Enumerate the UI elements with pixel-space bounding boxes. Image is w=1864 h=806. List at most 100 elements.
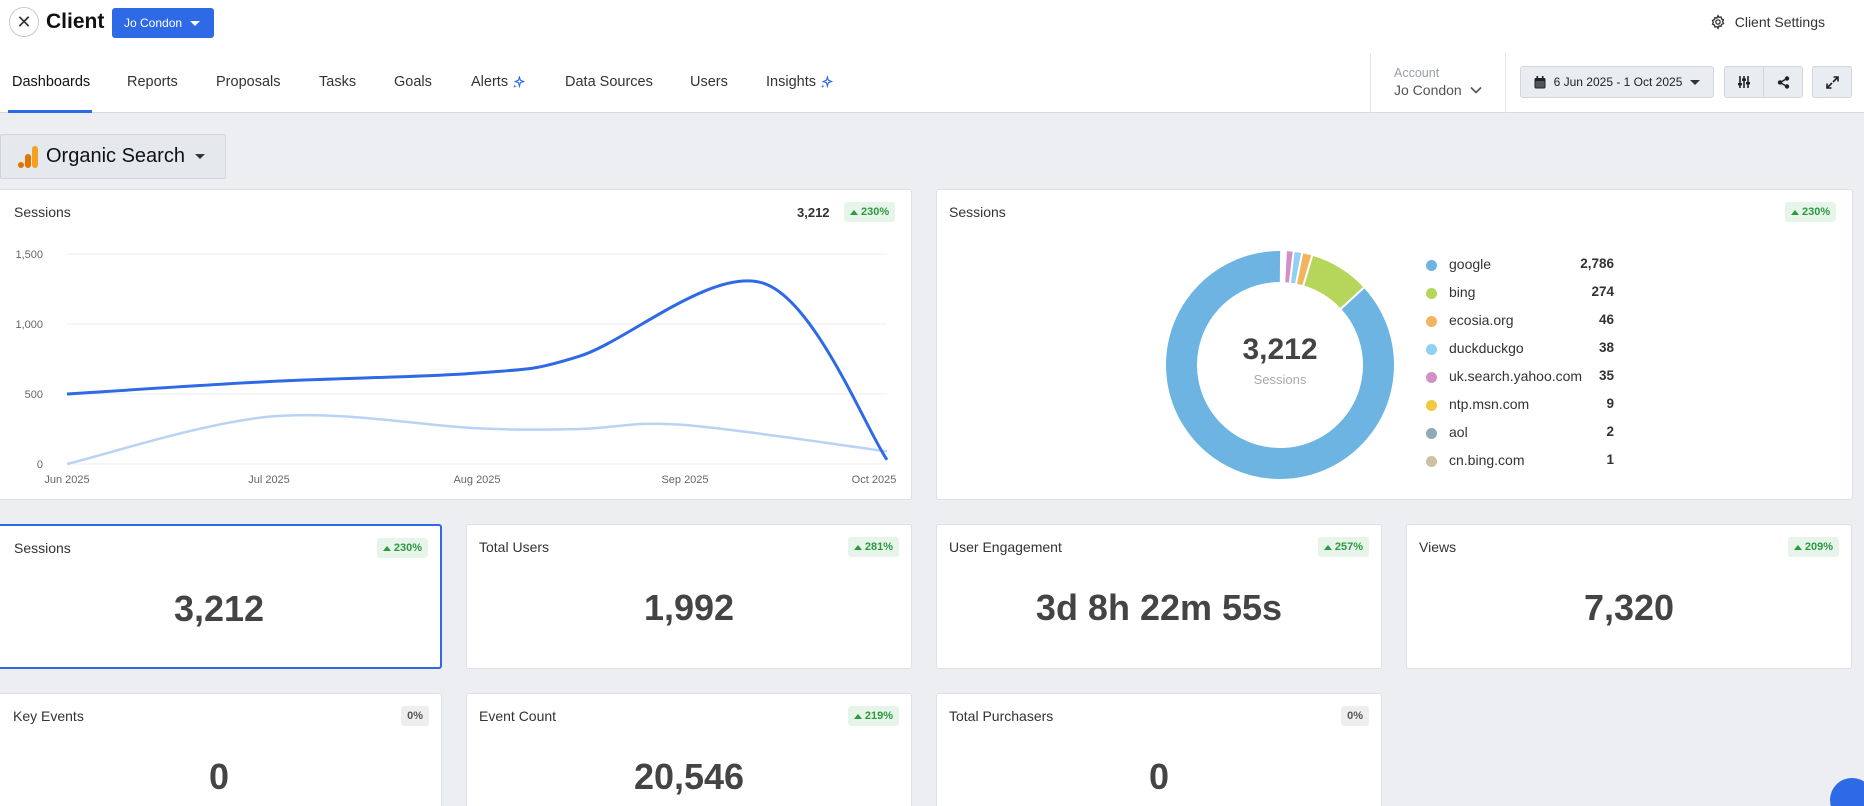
change-value: 230% [861,206,890,218]
sessions-donut-card[interactable]: Sessions 230% [936,189,1853,500]
donut-slice-google[interactable] [1164,249,1396,481]
change-value: 0% [407,710,423,722]
metric-card[interactable]: Key Events 0% 0 [0,693,442,806]
series-line-previous [66,413,888,466]
x-tick-label: Jul 2025 [248,474,290,486]
metric-value: 0 [208,756,230,797]
tab-label: Users [690,74,728,90]
section-dropdown[interactable]: Organic Search [0,134,226,179]
tab-goals[interactable]: Goals [394,74,432,90]
legend-item[interactable]: aol 2 [1424,424,1614,442]
change-value: 230% [1802,206,1831,218]
close-icon: ✕ [16,11,32,32]
account-dropdown[interactable]: Jo Condon [1394,82,1482,98]
legend-item[interactable]: ecosia.org 46 [1424,312,1614,330]
legend-value: 35 [1598,368,1614,383]
metric-title: User Engagement [949,539,1062,555]
x-tick-label: Oct 2025 [852,474,897,486]
tab-alerts[interactable]: Alerts [471,74,526,90]
tab-insights[interactable]: Insights [766,74,833,90]
card-title: Sessions [14,204,71,220]
metric-card[interactable]: User Engagement 257% 3d 8h 22m 55s [936,524,1382,669]
section-label: Organic Search [46,145,185,167]
change-badge: 209% [1787,537,1839,557]
tab-label: Data Sources [565,74,653,90]
y-tick-label: 500 [25,389,43,401]
sessions-line-card[interactable]: Sessions 3,212 230% 0 500 1,000 1,500 Jun 20… [0,189,912,500]
y-tick-label: 1,500 [15,249,43,261]
tab-label: Dashboards [12,74,91,90]
tab-label: Proposals [216,74,281,90]
legend-item[interactable]: google 2,786 [1424,256,1614,274]
legend-label: ntp.msn.com [1449,396,1530,412]
date-range-label: 6 Jun 2025 - 1 Oct 2025 [1553,75,1683,89]
tab-label: Alerts [471,74,509,90]
analytics-icon [18,145,38,168]
donut-chart [1164,248,1396,481]
legend-label: aol [1449,424,1468,440]
legend-item[interactable]: duckduckgo 38 [1424,340,1614,358]
arrow-up-icon [850,209,858,215]
arrow-up-icon [853,544,862,550]
change-badge: 281% [847,537,899,557]
legend-value: 46 [1598,312,1614,327]
chevron-down-icon [1470,86,1482,94]
active-tab-indicator [8,110,92,113]
arrow-up-icon [1791,209,1799,215]
share-button[interactable] [1763,66,1803,98]
tab-users[interactable]: Users [690,74,728,90]
metric-card[interactable]: Total Users 281% 1,992 [466,524,912,669]
legend-dot [1426,260,1437,271]
metric-card[interactable]: Sessions 230% 3,212 [0,524,442,669]
top-header: ✕ Client Jo Condon Client Settings Dashb… [0,0,1864,113]
client-user-dropdown[interactable]: Jo Condon [112,8,215,38]
legend-item[interactable]: uk.search.yahoo.com 35 [1424,368,1614,386]
metric-title: Views [1419,539,1457,555]
change-value: 219% [864,710,893,722]
close-button[interactable]: ✕ [9,7,39,37]
legend-dot [1426,344,1437,355]
filters-button[interactable] [1724,66,1764,98]
metric-value: 3d 8h 22m 55s [1035,587,1283,628]
client-settings-label: Client Settings [1734,14,1825,30]
legend-dot [1426,288,1437,299]
tab-label: Reports [127,74,178,90]
arrow-up-icon [1793,544,1802,550]
page-title: Client [46,10,105,33]
account-value: Jo Condon [1394,82,1462,98]
change-badge: 230% [376,538,428,558]
fullscreen-button[interactable] [1812,66,1852,98]
change-badge: 0% [1341,706,1369,726]
calendar-icon [1534,75,1546,88]
legend-item[interactable]: cn.bing.com 1 [1424,452,1614,470]
metric-card[interactable]: Total Purchasers 0% 0 [936,693,1382,806]
legend-dot [1426,456,1437,467]
tab-dashboards[interactable]: Dashboards [12,74,90,90]
sparkle-icon [820,75,833,89]
metric-value: 1,992 [643,587,735,628]
metric-card[interactable]: Event Count 219% 20,546 [466,693,912,806]
chevron-down-icon [190,20,201,26]
change-value: 209% [1804,541,1833,553]
legend-value: 9 [1606,396,1614,411]
metric-card[interactable]: Views 209% 7,320 [1406,524,1852,669]
tab-tasks[interactable]: Tasks [319,74,356,90]
legend-item[interactable]: ntp.msn.com 9 [1424,396,1614,414]
tab-data-sources[interactable]: Data Sources [565,74,653,90]
divider [1505,53,1506,113]
legend-value: 2,786 [1580,256,1614,271]
y-tick-label: 1,000 [15,319,43,331]
legend-item[interactable]: bing 274 [1424,284,1614,302]
gear-icon [1711,14,1725,30]
date-range-picker[interactable]: 6 Jun 2025 - 1 Oct 2025 [1520,66,1714,98]
chat-widget-button[interactable] [1830,778,1864,806]
change-badge: 230% [844,202,896,222]
tab-proposals[interactable]: Proposals [216,74,280,90]
tab-label: Goals [394,74,432,90]
legend-label: cn.bing.com [1449,452,1525,468]
tab-reports[interactable]: Reports [127,74,178,90]
sessions-total: 3,212 [797,205,830,220]
card-title: Sessions [949,204,1006,220]
client-settings-button[interactable]: Client Settings [1710,14,1825,30]
legend-label: google [1449,256,1492,272]
